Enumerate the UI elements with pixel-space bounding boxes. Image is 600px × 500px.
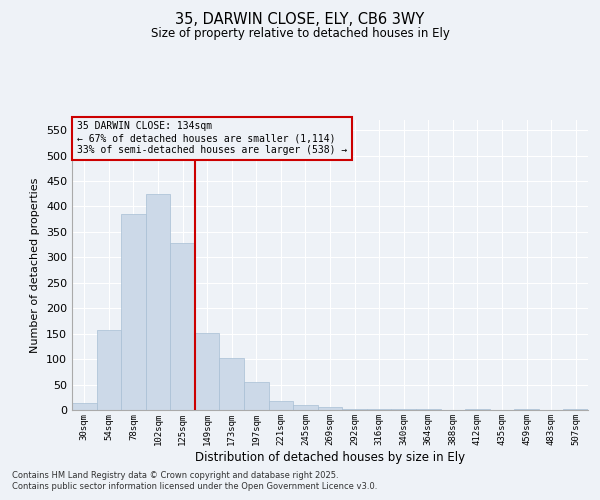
X-axis label: Distribution of detached houses by size in Ely: Distribution of detached houses by size … bbox=[195, 450, 465, 464]
Bar bbox=[318, 408, 342, 410]
Text: 35, DARWIN CLOSE, ELY, CB6 3WY: 35, DARWIN CLOSE, ELY, CB6 3WY bbox=[175, 12, 425, 28]
Bar bbox=[269, 401, 293, 410]
Bar bbox=[244, 382, 269, 410]
Bar bbox=[195, 332, 220, 410]
Bar bbox=[72, 404, 97, 410]
Text: Size of property relative to detached houses in Ely: Size of property relative to detached ho… bbox=[151, 28, 449, 40]
Y-axis label: Number of detached properties: Number of detached properties bbox=[31, 178, 40, 352]
Bar bbox=[342, 409, 367, 410]
Bar bbox=[121, 214, 146, 410]
Bar bbox=[465, 409, 490, 410]
Bar bbox=[563, 409, 588, 410]
Bar bbox=[367, 409, 391, 410]
Bar bbox=[146, 194, 170, 410]
Bar bbox=[170, 243, 195, 410]
Text: Contains public sector information licensed under the Open Government Licence v3: Contains public sector information licen… bbox=[12, 482, 377, 491]
Text: 35 DARWIN CLOSE: 134sqm
← 67% of detached houses are smaller (1,114)
33% of semi: 35 DARWIN CLOSE: 134sqm ← 67% of detache… bbox=[77, 122, 347, 154]
Bar bbox=[97, 330, 121, 410]
Bar bbox=[293, 405, 318, 410]
Text: Contains HM Land Registry data © Crown copyright and database right 2025.: Contains HM Land Registry data © Crown c… bbox=[12, 470, 338, 480]
Bar bbox=[220, 358, 244, 410]
